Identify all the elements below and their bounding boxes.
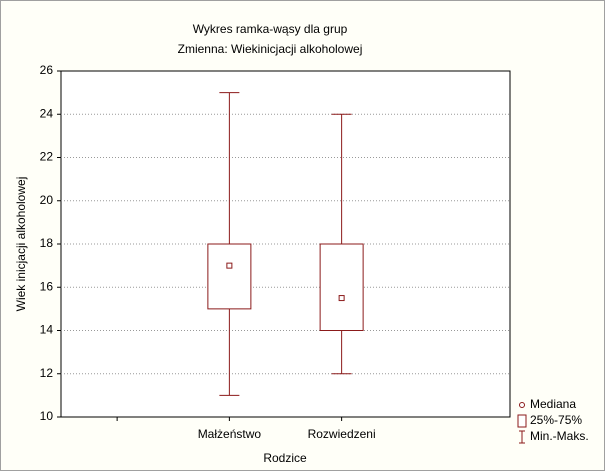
median <box>226 262 233 269</box>
chart-subtitle: Zmienna: Wiekinicjacji alkoholowej <box>178 42 363 56</box>
y-tick-label: 12 <box>40 366 54 380</box>
y-tick-label: 24 <box>40 106 54 120</box>
y-tick-label: 14 <box>40 323 54 337</box>
y-tick-label: 16 <box>40 279 54 293</box>
y-tick-label: 26 <box>40 63 54 77</box>
legend-label: Mediana <box>530 397 576 411</box>
legend-label: Min.-Maks. <box>530 429 589 443</box>
legend-median-icon <box>519 402 525 408</box>
y-tick-label: 22 <box>40 150 54 164</box>
x-axis-label: Rodzice <box>263 451 307 465</box>
box <box>207 243 252 310</box>
median <box>338 295 345 302</box>
box <box>319 243 364 331</box>
x-tick-label: Rozwiedzeni <box>308 427 376 441</box>
y-axis-label: Wiek inicjacji alkoholowej <box>14 177 28 312</box>
y-tick-label: 20 <box>40 193 54 207</box>
legend-box-icon <box>517 414 527 428</box>
plot-area <box>60 70 511 418</box>
chart-title: Wykres ramka-wąsy dla grup <box>193 22 348 36</box>
x-tick-label: Małżeństwo <box>198 427 262 441</box>
legend-label: 25%-75% <box>530 413 582 427</box>
y-tick-label: 18 <box>40 236 54 250</box>
y-tick-label: 10 <box>40 409 54 423</box>
